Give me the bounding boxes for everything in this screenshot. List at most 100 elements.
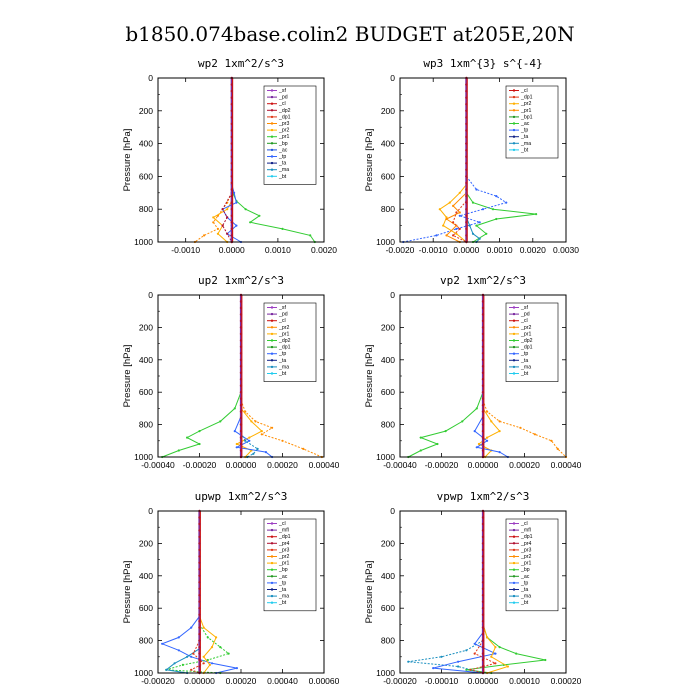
zero-marker — [230, 135, 233, 139]
zero-marker — [481, 404, 485, 407]
zero-marker — [481, 529, 485, 532]
legend: _sf_pd_cl_dp2_dp1_pr3_pr2_pr1_bp_ac_tp_t… — [263, 85, 317, 185]
legend-marker — [512, 345, 516, 349]
legend-entry: _tp — [267, 580, 286, 586]
legend-label: _pr1 — [520, 108, 531, 114]
legend-entry: _mfl — [509, 528, 531, 534]
x-tick-label: -0.0020 — [386, 245, 415, 255]
zero-marker — [230, 201, 233, 204]
zero-marker — [481, 429, 485, 433]
zero-marker — [481, 436, 485, 439]
data-point — [455, 211, 458, 214]
legend-entry: _dp2 — [267, 108, 291, 114]
data-point — [498, 420, 501, 423]
data-point — [486, 636, 489, 639]
legend-entry: _dp1 — [509, 534, 533, 540]
y-tick-label: 800 — [381, 420, 395, 430]
zero-marker — [465, 214, 468, 217]
legend-entry: _mfl — [267, 528, 289, 534]
zero-marker — [481, 442, 485, 446]
zero-marker — [465, 168, 468, 171]
data-point — [227, 652, 230, 655]
data-point — [494, 652, 497, 655]
data-point — [535, 213, 538, 216]
data-point — [473, 642, 476, 645]
data-point — [206, 636, 209, 639]
legend-label: _pd — [520, 312, 530, 318]
data-point — [498, 451, 501, 454]
x-tick-label: 0.0010 — [265, 245, 291, 255]
data-point — [235, 201, 238, 204]
zero-marker — [465, 175, 468, 178]
zero-profile — [481, 293, 485, 459]
legend-marker — [270, 542, 274, 545]
legend-entry: _bp — [267, 567, 288, 573]
legend-entry: _bt — [509, 371, 529, 377]
x-tick-label: -0.00040 — [141, 460, 175, 470]
zero-marker — [481, 581, 485, 584]
legend-entry: _pr2 — [267, 554, 289, 560]
data-point — [486, 439, 489, 442]
legend: _cl_dp1_pr2_pr1_bp1_ac_tp_ta_ma_bt — [505, 85, 559, 159]
series-1 — [161, 391, 243, 459]
zero-marker — [481, 313, 485, 316]
legend-marker — [270, 142, 274, 145]
legend-marker — [512, 542, 516, 545]
zero-marker — [198, 645, 201, 649]
series-line — [166, 624, 230, 674]
legend-label: _dp1 — [278, 345, 291, 351]
data-point — [491, 208, 495, 211]
data-point — [452, 221, 455, 224]
zero-marker — [465, 129, 468, 132]
legend-marker — [270, 594, 274, 598]
y-axis-label: Pressure [hPa] — [122, 129, 133, 192]
y-tick-label: 0 — [148, 506, 153, 516]
zero-marker — [198, 516, 201, 519]
zero-marker — [239, 404, 243, 407]
data-point — [505, 201, 508, 204]
zero-marker — [230, 221, 233, 224]
data-point — [494, 646, 497, 649]
series-line — [189, 640, 205, 674]
data-point — [216, 232, 219, 235]
legend-box — [263, 85, 317, 185]
x-tick-label: 0.00020 — [509, 460, 540, 470]
zero-marker — [481, 600, 485, 603]
legend-label: _ta — [520, 134, 528, 140]
zero-marker — [239, 352, 243, 355]
panel-5: upwp 1xm^2/s^3 Pressure [hPa] 0 200 400 600 80… — [122, 490, 340, 686]
zero-marker — [239, 410, 243, 413]
zero-marker — [481, 542, 485, 545]
data-point — [495, 217, 498, 221]
zero-marker — [239, 416, 243, 420]
legend-marker — [270, 102, 274, 105]
figure-title: b1850.074base.colin2 BUDGET at205E,20N — [125, 22, 574, 46]
legend-label: _pr2 — [520, 554, 531, 560]
zero-marker — [230, 109, 233, 113]
zero-marker — [481, 522, 485, 526]
series-3 — [477, 407, 501, 459]
zero-marker — [465, 155, 468, 158]
zero-marker — [230, 129, 233, 132]
series-line — [194, 192, 233, 243]
legend-marker — [270, 312, 274, 316]
zero-marker — [198, 594, 201, 597]
y-tick-label: 0 — [390, 506, 395, 516]
zero-marker — [465, 142, 468, 145]
legend-label: _ta — [520, 587, 528, 593]
data-point — [481, 208, 485, 211]
data-point — [455, 227, 458, 230]
zero-marker — [230, 103, 233, 106]
legend-marker — [270, 601, 274, 604]
data-point — [486, 436, 489, 439]
legend-label: _bt — [520, 147, 529, 153]
data-point — [302, 447, 305, 450]
legend-label: _dp1 — [520, 345, 533, 351]
zero-marker — [465, 89, 468, 93]
legend-entry: _dp1 — [267, 345, 291, 351]
y-tick-label: 600 — [139, 171, 153, 181]
zero-marker — [230, 122, 233, 126]
x-tick-label: 0.00020 — [267, 460, 298, 470]
legend-marker — [270, 352, 274, 355]
zero-marker — [198, 542, 201, 545]
